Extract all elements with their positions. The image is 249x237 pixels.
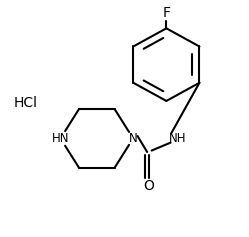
Text: O: O [144,179,155,193]
Text: HCl: HCl [14,96,38,110]
Text: HN: HN [52,132,69,145]
Text: NH: NH [169,132,186,145]
Text: N: N [129,132,137,145]
Text: F: F [162,6,170,20]
